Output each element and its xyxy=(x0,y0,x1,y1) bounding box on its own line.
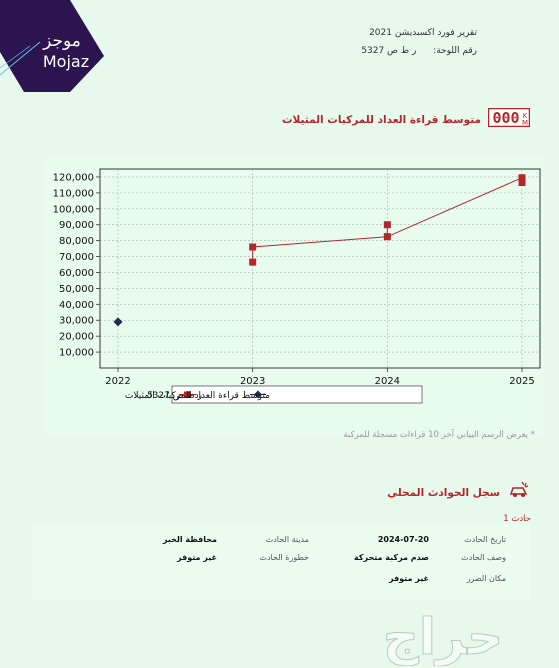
accident-city-label: مدينة الحادث xyxy=(265,535,309,544)
odometer-icon: 000 K M xyxy=(488,108,530,127)
chart-y-grid xyxy=(96,176,540,353)
car-crash-icon xyxy=(509,481,529,497)
data-point-square xyxy=(249,258,257,266)
accident-city-value: محافظة الخبر xyxy=(162,535,217,544)
y-tick-label: 40,000 xyxy=(59,300,94,311)
chart-x-grid xyxy=(117,169,523,372)
accidents-section-title: سجل الحوادث المحلي xyxy=(387,487,500,499)
chart-y-tick-labels: 10,000 20,000 30,000 40,000 50,000 60,000 70,0… xyxy=(53,172,94,358)
y-tick-label: 110,000 xyxy=(53,188,94,199)
chart-legend: ر ط ص 5327 متوسط قراءة العداد للمركبات ا… xyxy=(125,385,423,404)
odometer-digits: 000 xyxy=(492,109,519,127)
plate-value: ر ط ص 5327 xyxy=(361,46,417,56)
legend-label-plate: ر ط ص 5327 xyxy=(147,391,202,401)
x-tick-label: 2024 xyxy=(375,376,400,387)
x-tick-label: 2022 xyxy=(105,376,130,387)
x-tick-label: 2023 xyxy=(240,376,265,387)
y-tick-label: 30,000 xyxy=(59,316,94,327)
chart-x-tick-labels: 2022 2023 2024 2025 xyxy=(105,376,534,387)
y-tick-label: 10,000 xyxy=(59,348,94,359)
y-tick-label: 80,000 xyxy=(59,236,94,247)
y-tick-label: 100,000 xyxy=(53,204,94,215)
data-point-diamond xyxy=(113,317,123,327)
y-tick-label: 120,000 xyxy=(53,172,94,183)
legend-marker-average xyxy=(254,390,262,399)
odometer-section-title: متوسط قراءة العداد للمركبات المثيلات xyxy=(281,114,481,126)
chart-series xyxy=(113,174,526,327)
logo-latin: Mojaz xyxy=(43,52,89,71)
svg-text:M: M xyxy=(522,119,528,127)
haraj-watermark-icon: حراج xyxy=(382,610,503,666)
accident-date-label: تاريخ الحادث xyxy=(464,535,506,544)
accident-date-value: 2024-07-20 xyxy=(377,535,429,544)
legend-label-average: متوسط قراءة العداد للمركبات المثيلات xyxy=(125,391,270,401)
watermark-text: حراج xyxy=(383,610,503,666)
data-point-square xyxy=(383,233,391,241)
accident-number-label: حادث 1 xyxy=(503,514,531,524)
chart-footnote: * يعرض الرسم البياني آخر 10 قراءات مسجلة… xyxy=(343,430,535,440)
accident-damage-value: غير متوفر xyxy=(389,574,429,583)
accident-desc-label: وصف الحادث xyxy=(461,553,506,562)
y-tick-label: 60,000 xyxy=(59,268,94,279)
odometer-chart: 10,000 20,000 30,000 40,000 50,000 60,000 70,0… xyxy=(53,168,541,404)
legend-marker-plate xyxy=(184,391,190,398)
accident-severity-value: غير متوفر xyxy=(177,553,217,562)
svg-text:K: K xyxy=(523,112,528,120)
accident-details-table: تاريخ الحادث 2024-07-20 مدينة الحادث محا… xyxy=(32,524,530,600)
x-tick-label: 2025 xyxy=(509,376,534,387)
data-point-square xyxy=(518,179,526,187)
accident-desc-value: صدم مركبة متحركة xyxy=(354,553,429,562)
accident-damage-label: مكان الضرر xyxy=(466,574,506,583)
y-tick-label: 50,000 xyxy=(59,284,94,295)
report-title: تقرير فورد اكسبديشن 2021 xyxy=(369,28,477,38)
data-point-square xyxy=(249,243,257,251)
accident-severity-label: خطورة الحادث xyxy=(259,553,309,562)
logo-arabic: موجز xyxy=(42,31,81,51)
data-point-square xyxy=(518,174,526,182)
y-tick-label: 70,000 xyxy=(59,252,94,263)
odometer-chart-card: 10,000 20,000 30,000 40,000 50,000 60,000 70,0… xyxy=(44,157,545,434)
data-point-square xyxy=(383,221,391,229)
y-tick-label: 20,000 xyxy=(59,332,94,343)
plate-label: رقم اللوحة: xyxy=(433,46,477,56)
mojaz-logo: موجز Mojaz xyxy=(0,0,104,92)
chart-plot-area xyxy=(99,168,541,369)
plate-row: رقم اللوحة: ر ط ص 5327 xyxy=(361,46,477,56)
y-tick-label: 90,000 xyxy=(59,220,94,231)
